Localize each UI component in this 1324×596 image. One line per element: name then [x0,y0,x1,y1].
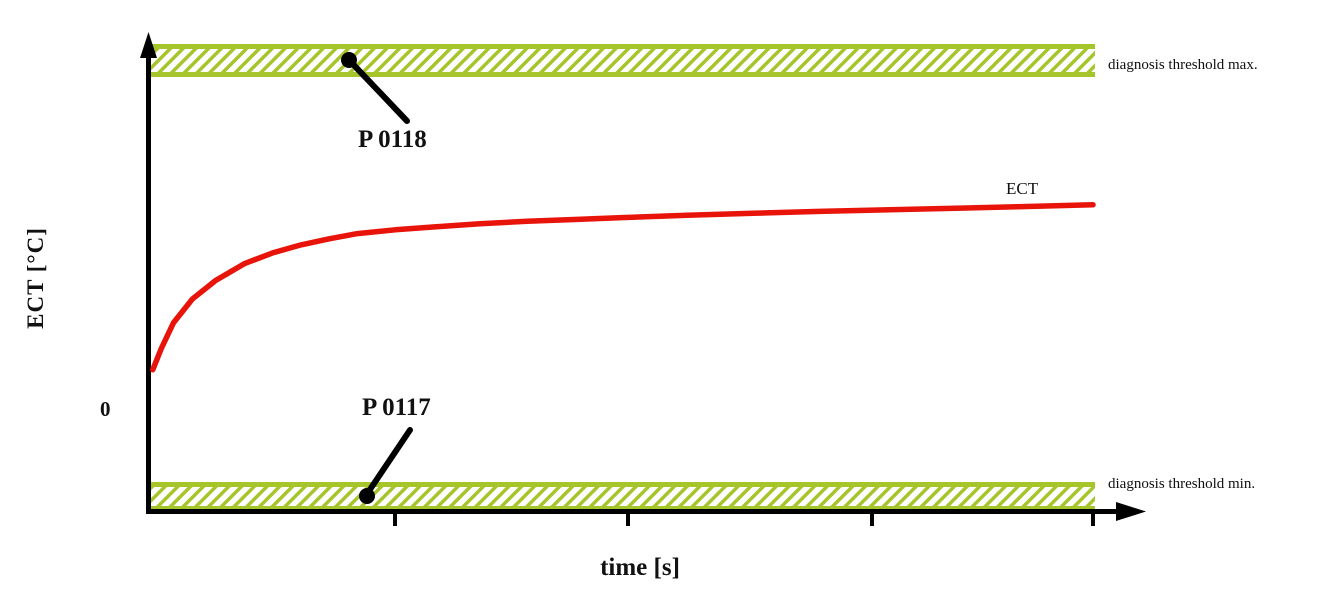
y-axis-arrow-icon [140,32,157,58]
p0118-pointer [341,52,410,124]
x-axis-ticks [393,509,1095,526]
x-axis-label: time [s] [600,554,680,581]
p0118-pointer-dot [341,52,357,68]
threshold-min-label: diagnosis threshold min. [1108,476,1256,492]
p0117-annotation: P 0117 [362,394,431,421]
threshold-max-band [150,44,1095,77]
y-axis-label: ECT [°C] [23,227,48,329]
x-axis-arrow-icon [1116,502,1146,521]
x-axis [146,502,1146,521]
ect-curve [150,202,1096,373]
p0118-annotation: P 0118 [358,126,427,153]
y-axis-zero-tick-label: 0 [100,397,111,421]
ect-curve-label: ECT [1006,179,1039,198]
p0117-pointer [359,427,413,504]
threshold-max-label: diagnosis threshold max. [1108,57,1258,73]
p0117-pointer-dot [359,488,375,504]
y-axis [140,32,157,513]
threshold-min-band [150,482,1095,511]
